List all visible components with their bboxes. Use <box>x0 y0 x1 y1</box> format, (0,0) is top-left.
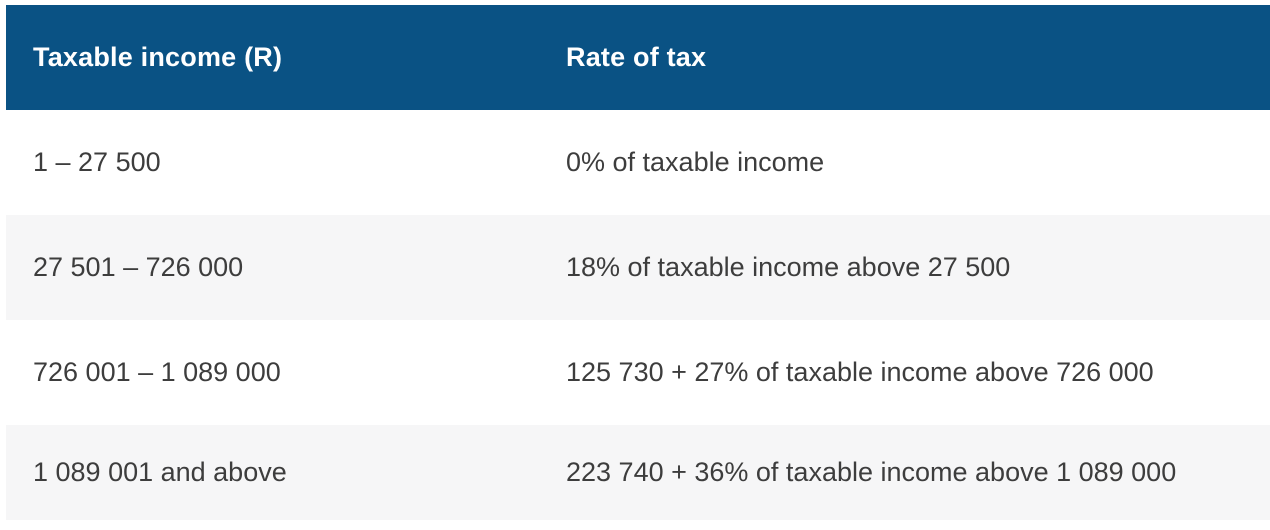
taxable-income-range: 726 001 – 1 089 000 <box>33 357 281 387</box>
column-header-taxable-income: Taxable income (R) <box>33 42 283 72</box>
table-row: 1 089 001 and above 223 740 + 36% of tax… <box>6 425 1270 520</box>
taxable-income-range: 27 501 – 726 000 <box>33 252 244 282</box>
tax-rate-description: 125 730 + 27% of taxable income above 72… <box>566 357 1154 387</box>
taxable-income-range: 1 089 001 and above <box>33 457 287 487</box>
table-header-row: Taxable income (R) Rate of tax <box>6 5 1270 110</box>
tax-rate-description: 0% of taxable income <box>566 147 825 177</box>
taxable-income-range: 1 – 27 500 <box>33 147 161 177</box>
table-row: 726 001 – 1 089 000 125 730 + 27% of tax… <box>6 320 1270 425</box>
table-row: 1 – 27 500 0% of taxable income <box>6 110 1270 215</box>
column-header-rate-of-tax: Rate of tax <box>566 42 707 72</box>
table-row: 27 501 – 726 000 18% of taxable income a… <box>6 215 1270 320</box>
tax-rate-description: 223 740 + 36% of taxable income above 1 … <box>566 457 1177 487</box>
tax-rate-table: Taxable income (R) Rate of tax 1 – 27 50… <box>6 5 1270 520</box>
tax-rate-description: 18% of taxable income above 27 500 <box>566 252 1011 282</box>
